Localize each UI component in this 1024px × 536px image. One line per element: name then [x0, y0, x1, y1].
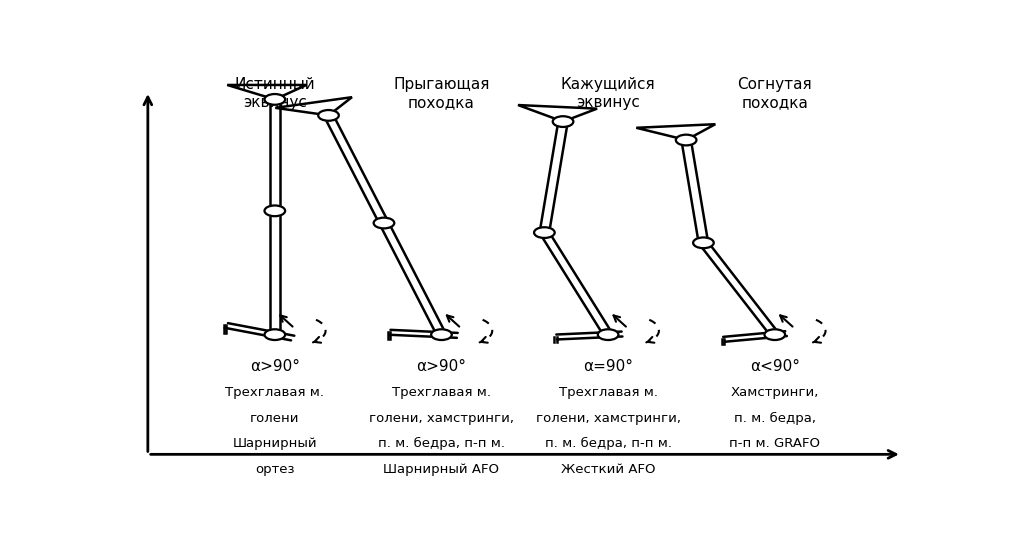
Circle shape — [598, 329, 618, 340]
Circle shape — [264, 94, 285, 105]
Text: Шарнирный АFO: Шарнирный АFO — [383, 463, 500, 476]
Text: α=90°: α=90° — [583, 360, 633, 375]
Circle shape — [535, 227, 555, 238]
Text: Прыгающая
походка: Прыгающая походка — [393, 77, 489, 110]
Text: ортез: ортез — [255, 463, 295, 476]
Text: Кажущийся
эквинус: Кажущийся эквинус — [561, 77, 655, 110]
Circle shape — [693, 237, 714, 248]
Text: α>90°: α>90° — [417, 360, 467, 375]
Text: Согнутая
походка: Согнутая походка — [737, 77, 812, 110]
Text: Истинный
эквинус: Истинный эквинус — [234, 77, 315, 110]
Text: α<90°: α<90° — [750, 360, 800, 375]
Circle shape — [553, 116, 573, 127]
Circle shape — [676, 135, 696, 145]
Text: п-п м. GRAFO: п-п м. GRAFO — [729, 437, 820, 450]
Text: α>90°: α>90° — [250, 360, 300, 375]
Circle shape — [264, 205, 285, 216]
Text: Хамстринги,: Хамстринги, — [730, 386, 819, 399]
Text: Жесткий АFO: Жесткий АFO — [561, 463, 655, 476]
Text: п. м. бедра,: п. м. бедра, — [734, 412, 816, 425]
Circle shape — [765, 329, 785, 340]
Circle shape — [374, 218, 394, 228]
Text: п. м. бедра, п-п м.: п. м. бедра, п-п м. — [378, 437, 505, 450]
Text: Трехглавая м.: Трехглавая м. — [392, 386, 490, 399]
Circle shape — [318, 110, 339, 121]
Text: голени, хамстринги,: голени, хамстринги, — [536, 412, 681, 425]
Text: Трехглавая м.: Трехглавая м. — [225, 386, 325, 399]
Circle shape — [264, 329, 285, 340]
Text: п. м. бедра, п-п м.: п. м. бедра, п-п м. — [545, 437, 672, 450]
Circle shape — [431, 329, 452, 340]
Text: Шарнирный: Шарнирный — [232, 437, 317, 450]
Text: голени: голени — [250, 412, 300, 425]
Text: Трехглавая м.: Трехглавая м. — [559, 386, 657, 399]
Text: голени, хамстринги,: голени, хамстринги, — [369, 412, 514, 425]
